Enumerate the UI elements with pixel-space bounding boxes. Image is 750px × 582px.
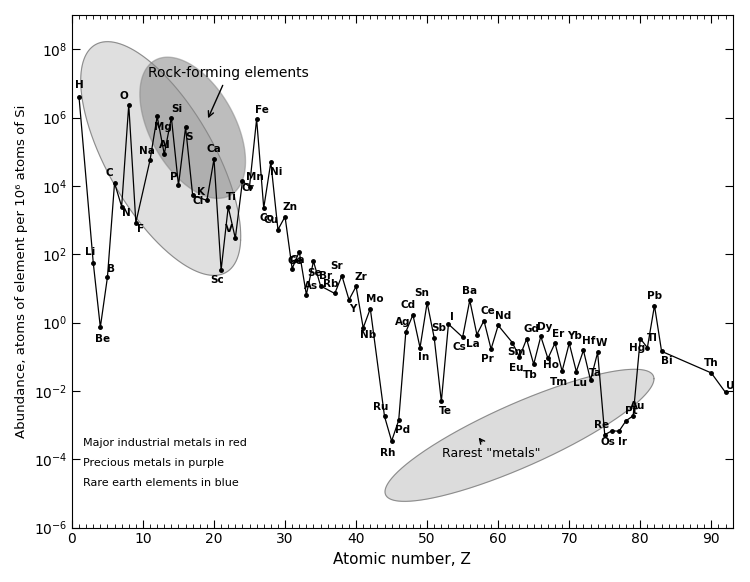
Text: Rb: Rb xyxy=(323,279,339,289)
Text: Rarest "metals": Rarest "metals" xyxy=(442,439,540,460)
Text: Dy: Dy xyxy=(537,322,552,332)
Text: Rock-forming elements: Rock-forming elements xyxy=(148,66,308,117)
Text: Pd: Pd xyxy=(394,425,410,435)
Text: Be: Be xyxy=(95,334,110,344)
Text: W: W xyxy=(596,338,607,348)
Text: I: I xyxy=(450,313,454,322)
Y-axis label: Abundance, atoms of element per 10⁶ atoms of Si: Abundance, atoms of element per 10⁶ atom… xyxy=(15,105,28,438)
Text: Fe: Fe xyxy=(255,105,268,115)
Polygon shape xyxy=(81,42,241,275)
Text: Ba: Ba xyxy=(462,286,477,296)
Text: Si: Si xyxy=(171,104,182,114)
Text: Ni: Ni xyxy=(269,167,282,177)
Text: S: S xyxy=(185,132,193,142)
Text: Tb: Tb xyxy=(523,370,538,380)
Text: Li: Li xyxy=(85,247,94,257)
Text: Ca: Ca xyxy=(207,144,221,154)
Text: Hf: Hf xyxy=(582,336,595,346)
Text: Ta: Ta xyxy=(589,368,602,378)
Text: Rare earth elements in blue: Rare earth elements in blue xyxy=(82,478,238,488)
Text: Sc: Sc xyxy=(211,275,224,285)
Text: In: In xyxy=(418,352,429,362)
Text: Re: Re xyxy=(594,420,609,430)
Text: Cl: Cl xyxy=(192,196,203,205)
Text: Se: Se xyxy=(308,268,322,278)
Text: Tm: Tm xyxy=(550,377,568,387)
Polygon shape xyxy=(140,57,245,198)
Text: C: C xyxy=(106,168,113,178)
Text: K: K xyxy=(196,187,205,197)
Text: Cr: Cr xyxy=(241,183,254,193)
Text: Tl: Tl xyxy=(647,333,658,343)
Text: Pt: Pt xyxy=(625,406,638,416)
Text: Ir: Ir xyxy=(618,437,627,447)
Text: Sn: Sn xyxy=(415,288,430,298)
Text: Sr: Sr xyxy=(331,261,344,271)
Text: Os: Os xyxy=(601,436,616,447)
Text: Br: Br xyxy=(319,271,332,281)
Polygon shape xyxy=(385,370,654,501)
Text: As: As xyxy=(304,281,319,291)
Text: Gd: Gd xyxy=(524,324,539,335)
Text: Ce: Ce xyxy=(480,306,495,316)
Text: Au: Au xyxy=(631,401,646,411)
Text: O: O xyxy=(119,91,128,101)
Text: Co: Co xyxy=(260,212,274,222)
Text: Al: Al xyxy=(158,140,170,150)
Text: Ho: Ho xyxy=(544,360,560,370)
Text: Pb: Pb xyxy=(647,291,662,301)
Text: Zr: Zr xyxy=(355,272,368,282)
Text: Rh: Rh xyxy=(380,448,396,458)
Text: Eu: Eu xyxy=(509,363,524,373)
Text: Sm: Sm xyxy=(507,347,525,357)
Text: Nb: Nb xyxy=(360,330,376,340)
Text: Mo: Mo xyxy=(367,294,384,304)
Text: Bi: Bi xyxy=(661,356,672,366)
Text: V: V xyxy=(225,223,233,234)
Text: Cu: Cu xyxy=(263,215,278,225)
Text: La: La xyxy=(466,339,480,349)
Text: Pr: Pr xyxy=(482,354,494,364)
Text: Cd: Cd xyxy=(400,300,416,310)
Text: Sb: Sb xyxy=(432,324,447,333)
Text: B: B xyxy=(107,264,115,274)
Text: N: N xyxy=(122,208,131,218)
Text: Y: Y xyxy=(349,304,356,314)
Text: Na: Na xyxy=(139,147,154,157)
Text: P: P xyxy=(170,172,177,182)
Text: Ag: Ag xyxy=(394,317,410,328)
Text: Major industrial metals in red: Major industrial metals in red xyxy=(82,438,247,448)
Text: Lu: Lu xyxy=(573,378,587,388)
Text: Te: Te xyxy=(439,406,452,416)
Text: U: U xyxy=(726,381,735,391)
Text: Ti: Ti xyxy=(226,193,237,203)
X-axis label: Atomic number, Z: Atomic number, Z xyxy=(333,552,471,567)
Text: Zn: Zn xyxy=(283,202,298,212)
Text: Mg: Mg xyxy=(154,122,172,132)
Text: Mn: Mn xyxy=(245,172,263,182)
Text: Ru: Ru xyxy=(374,402,388,412)
Text: Hg: Hg xyxy=(628,343,645,353)
Text: Yb: Yb xyxy=(567,331,582,342)
Text: Er: Er xyxy=(553,328,565,339)
Text: Ga: Ga xyxy=(290,255,305,265)
Text: Precious metals in purple: Precious metals in purple xyxy=(82,457,224,467)
Text: H: H xyxy=(75,80,83,90)
Text: Cs: Cs xyxy=(452,342,466,352)
Text: Ge: Ge xyxy=(288,256,304,266)
Text: F: F xyxy=(137,225,145,235)
Text: Nd: Nd xyxy=(495,311,512,321)
Text: Th: Th xyxy=(704,359,718,368)
